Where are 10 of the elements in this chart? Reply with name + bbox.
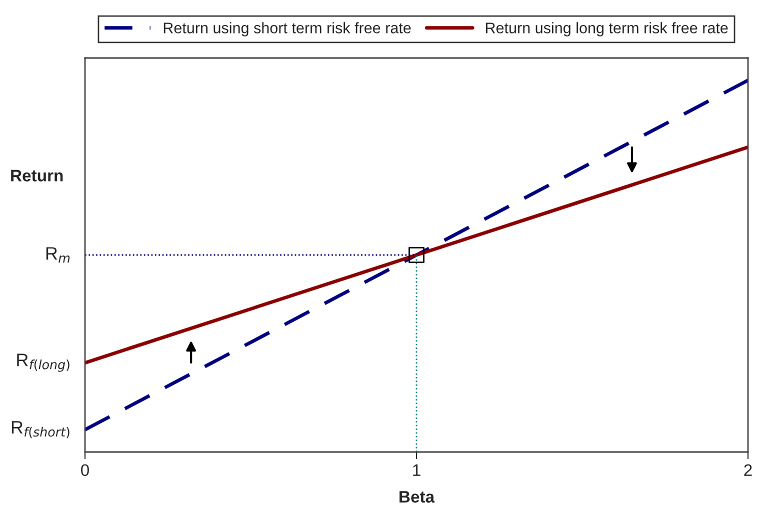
x-tick-label: 1 (413, 464, 420, 476)
annotation: R$_{f(long)}$ (17, 354, 70, 372)
ref-line-label: R$_{m}$ (46, 247, 70, 263)
legend-label: Return using short term risk free rate (164, 22, 411, 36)
y-axis-title: Return (11, 170, 63, 182)
x-tick-label: 2 (744, 464, 752, 476)
x-tick-label: 0 (81, 464, 89, 476)
legend-label: Return using long term risk free rate (486, 22, 728, 36)
annotation: R$_{f(short)}$ (12, 421, 70, 438)
x-axis-title: Beta (400, 491, 435, 503)
